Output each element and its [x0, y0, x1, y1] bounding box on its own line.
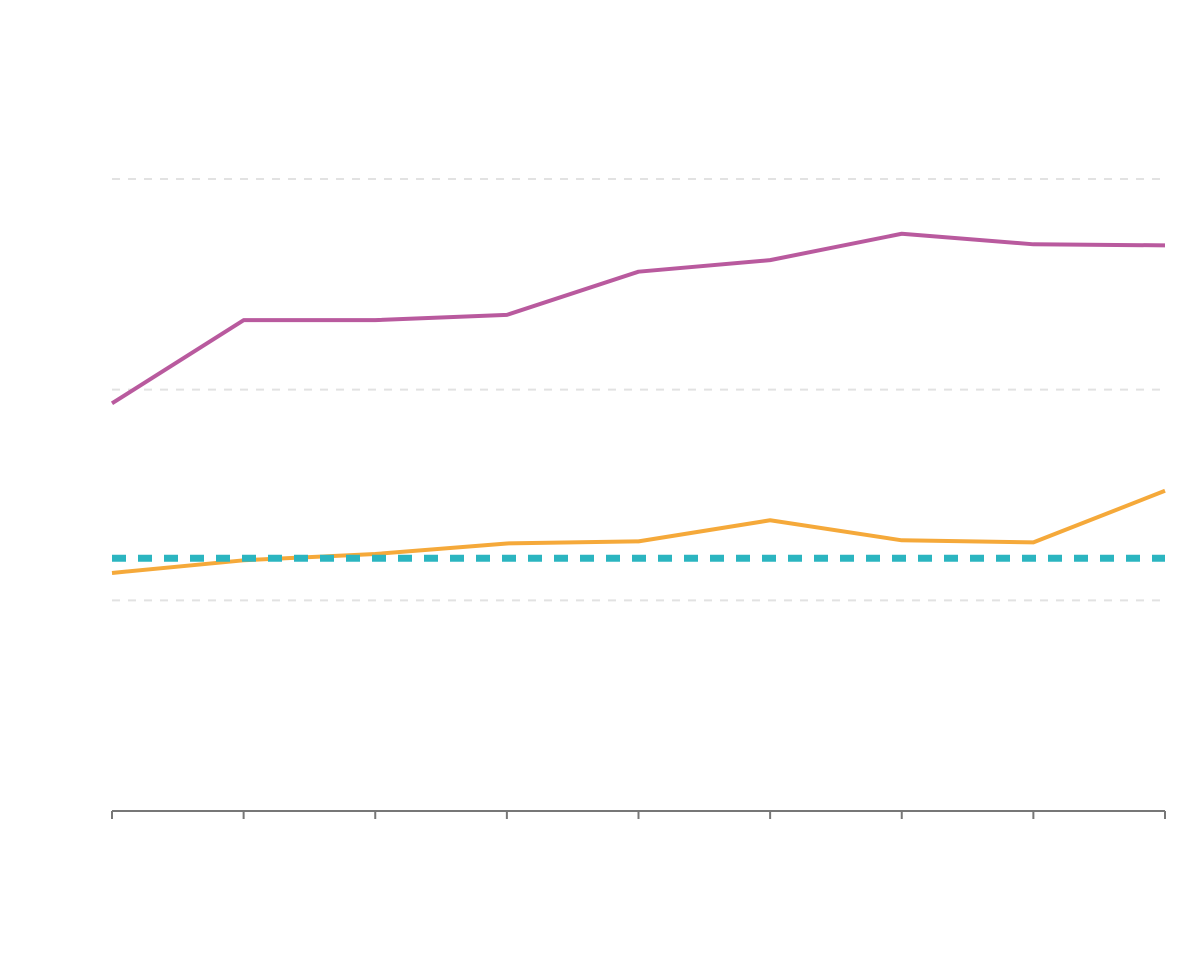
- series-line: [111, 488, 1166, 575]
- series-line: [110, 231, 1166, 406]
